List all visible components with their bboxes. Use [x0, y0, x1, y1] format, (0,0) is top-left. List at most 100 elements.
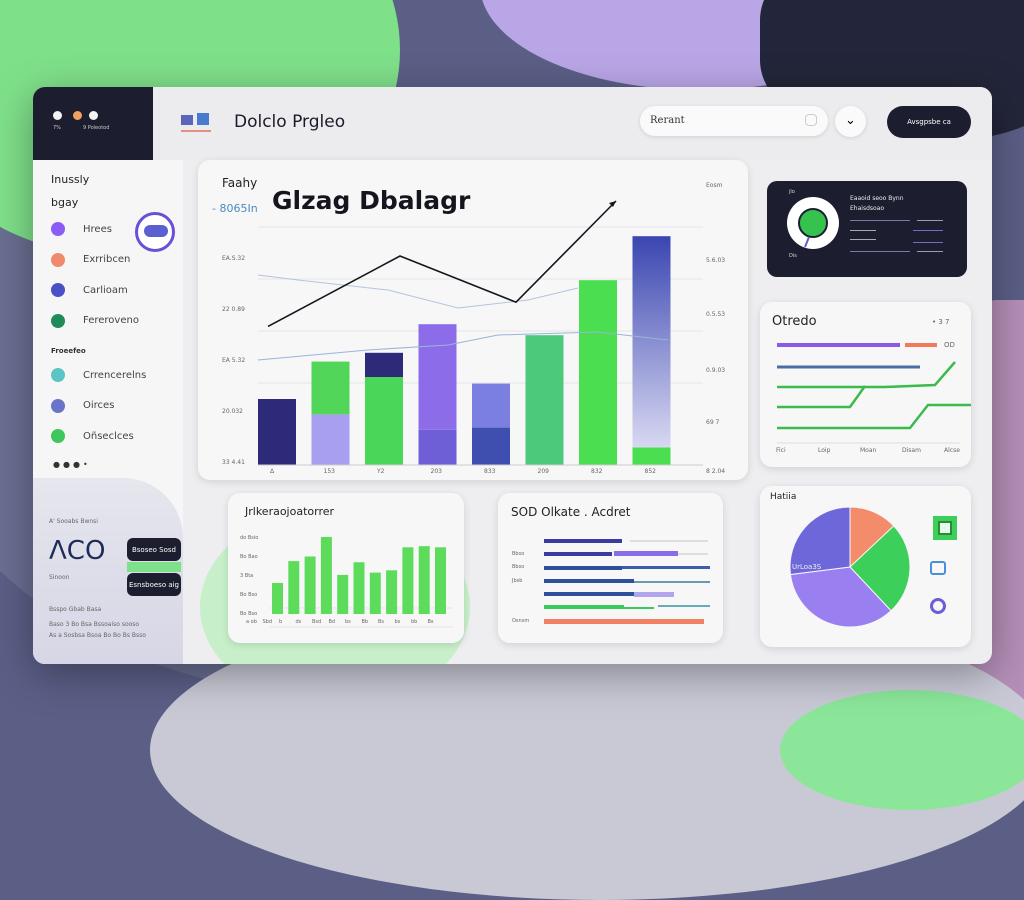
nav-icon	[51, 429, 65, 443]
promo-panel: A' Sooabs Bwnsi ΛCO Sinoon Bsoseo Sosd E…	[33, 478, 183, 664]
promo-line: Baso 3 Bo Bsa Bssoaiso sooso	[49, 621, 140, 628]
chart-title: Glzag Dbalagr	[272, 186, 471, 215]
nav-icon	[51, 283, 65, 297]
y-tick-label: Bo Bao	[240, 554, 258, 560]
bar	[320, 536, 332, 614]
row-label: Jbsb	[512, 577, 523, 584]
sidebar-item[interactable]: Carlioam	[51, 283, 128, 297]
bar	[435, 547, 446, 614]
y-tick-label: 3 Bta	[240, 573, 254, 579]
x-tick-label: Moan	[860, 447, 877, 454]
status-card: jlo Dis Eaaoid seoo Bynn Ehaisdsoao	[767, 181, 967, 277]
promo-button-1[interactable]: Bsoseo Sosd	[127, 538, 181, 561]
y-tick-label-right: 0.5.53	[706, 311, 726, 318]
window-icon[interactable]	[930, 561, 946, 575]
bar-segment	[472, 383, 510, 428]
y-tick-label: Bo Bso	[240, 592, 258, 598]
bar-segment	[632, 236, 671, 448]
status-left: 7%	[53, 125, 61, 131]
sidebar-item-label: Crrencerelns	[83, 369, 147, 381]
nav-icon	[51, 368, 65, 382]
y-tick-label: do Bsio	[240, 535, 259, 541]
status-title: Eaaoid seoo Bynn	[850, 195, 904, 202]
avatar[interactable]	[135, 212, 175, 252]
sidebar-heading: Inussly	[51, 173, 90, 186]
sidebar-item[interactable]: Oirces	[51, 398, 114, 413]
x-tick-label: 203	[430, 468, 442, 475]
row-label: Bbso	[512, 564, 525, 570]
sidebar-item[interactable]: Fereroveno	[51, 313, 139, 328]
sidebar-item-label: Fereroveno	[83, 315, 139, 326]
app-title: Dolclo Prgleo	[234, 112, 346, 132]
expand-icon[interactable]	[933, 516, 957, 540]
x-tick-label: 833	[484, 468, 496, 475]
status-label: jlo	[789, 189, 795, 195]
status-right: 9 Poleotod	[83, 125, 110, 131]
chart-subtitle: - 8065In	[212, 202, 258, 215]
promo-button-2[interactable]: Esnsboeso aig	[127, 573, 181, 596]
sidebar: Inussly bgay Froeefeo ●●●• A' Sooabs Bwn…	[33, 160, 183, 664]
pie-slice	[789, 506, 851, 576]
bar-card: Jrlkeraojoatorrer do Bsio Bo Bao 3 Bta Bo B…	[228, 493, 464, 643]
x-tick-label: bb	[411, 619, 418, 625]
y-tick-label: EA.S.32	[222, 255, 246, 262]
bar	[337, 574, 349, 614]
chevron-down-icon[interactable]: ⌄	[835, 106, 866, 137]
search-input[interactable]: Rerant	[640, 106, 828, 136]
sidebar-item[interactable]: Hrees	[51, 222, 112, 236]
x-tick-label: 832	[591, 468, 603, 475]
window-dot[interactable]	[53, 111, 62, 120]
window-controls: 7% 9 Poleotod	[33, 87, 153, 160]
bar	[402, 547, 414, 614]
y-tick-label: Bo Bso	[240, 611, 258, 617]
nav-icon	[51, 252, 65, 267]
bar-segment	[365, 352, 403, 377]
bar	[418, 546, 430, 614]
search-icon[interactable]	[805, 114, 817, 126]
main-chart-card: Faahy Glzag Dbalagr - 8065In EA.S.32 22 0…	[198, 160, 748, 480]
arrow-head	[609, 201, 616, 207]
y-tick-label-right: 8 2.04	[706, 468, 726, 475]
x-tick-label: ds	[295, 619, 302, 625]
x-tick-label: bs	[345, 619, 351, 625]
circle-icon[interactable]	[930, 598, 946, 614]
window-dot[interactable]	[89, 111, 98, 120]
sidebar-item-label: Exrribcen	[83, 254, 131, 265]
sidebar-item[interactable]: Crrencerelns	[51, 368, 146, 382]
x-tick-label: Loip	[818, 447, 831, 454]
sidebar-subheading: bgay	[51, 196, 79, 209]
x-tick-label: Δ	[270, 468, 275, 475]
main-chart	[257, 200, 703, 466]
promo-logo: ΛCO	[49, 536, 106, 566]
action-button[interactable]: Avsgpsbe ca	[887, 106, 971, 138]
y-tick-label-right: 0.9.03	[706, 367, 726, 374]
timeline-meta: • 3 7	[932, 318, 950, 326]
y-tick-label: EA 5.32	[222, 357, 246, 364]
bar-segment	[418, 429, 457, 465]
bar-segment	[311, 361, 350, 415]
y-tick-label: 22 0.89	[222, 306, 245, 313]
pagination-dots[interactable]: ●●●•	[53, 460, 91, 469]
sidebar-section: Froeefeo	[51, 347, 86, 355]
bar-segment	[632, 447, 671, 465]
x-tick-label: 852	[644, 468, 656, 475]
bar-segment	[258, 399, 296, 465]
app-window: 7% 9 Poleotod Dolclo Prgleo Rerant ⌄ Avs…	[33, 87, 992, 664]
x-tick-label: 153	[323, 468, 335, 475]
sidebar-item-label: Oñseclces	[83, 430, 134, 442]
sidebar-item[interactable]: Oñseclces	[51, 429, 134, 443]
status-foot: Dis	[789, 253, 797, 259]
sidebar-item[interactable]: Exrribcen	[51, 252, 131, 267]
window-dot[interactable]	[73, 111, 82, 120]
header: Dolclo Prgleo Rerant ⌄ Avsgpsbe ca	[153, 87, 992, 160]
promo-sub: Sinoon	[49, 574, 70, 581]
hbar-card-title: SOD Olkate . Acdret	[511, 505, 631, 519]
x-tick-label: Fici	[776, 447, 786, 454]
pie-slice-label: UrLoa3S	[792, 563, 822, 571]
x-tick-label: Bs	[378, 619, 385, 625]
nav-icon	[51, 398, 65, 413]
promo-caption: A' Sooabs Bwnsi	[49, 518, 98, 525]
bar	[353, 562, 365, 614]
y-tick-label-right: Eosm	[706, 182, 723, 189]
sidebar-item-label: Carlioam	[83, 284, 128, 296]
